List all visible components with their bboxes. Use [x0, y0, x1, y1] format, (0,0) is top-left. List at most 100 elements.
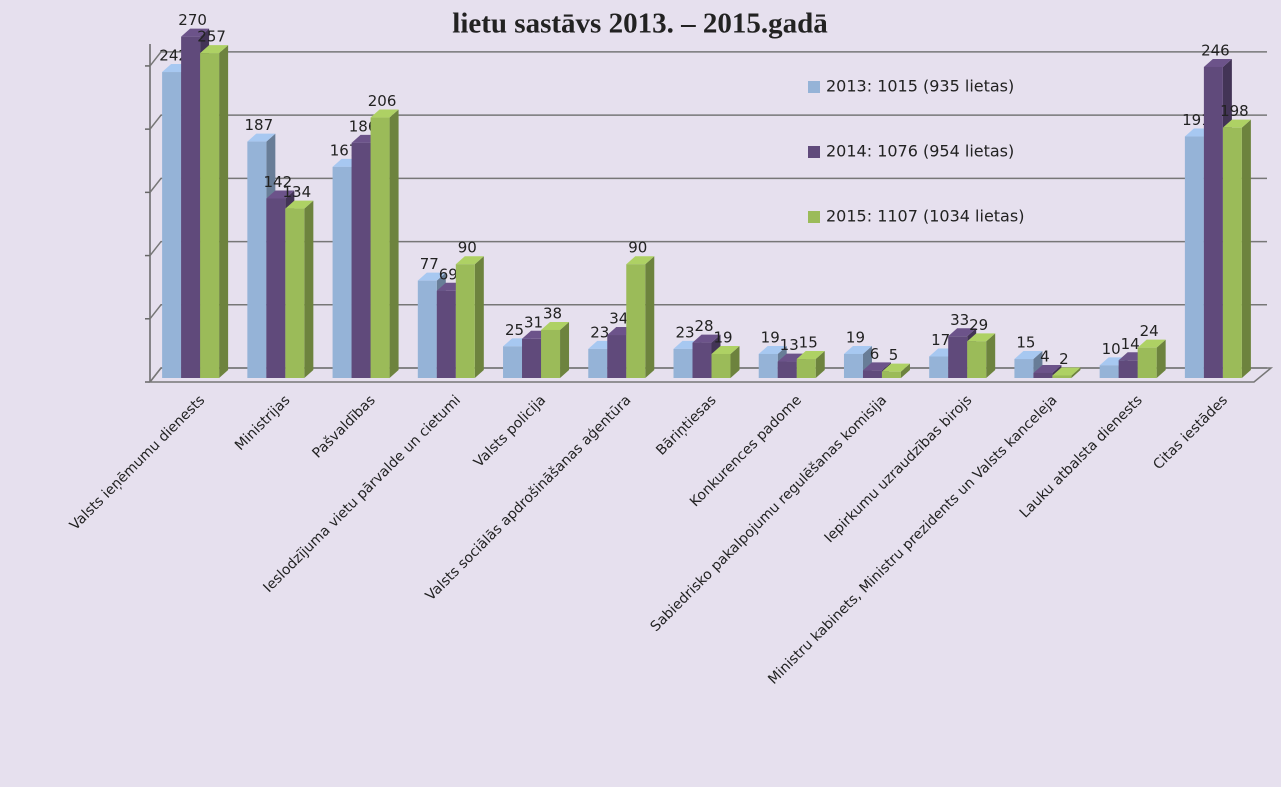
- data-label: 90: [458, 239, 477, 257]
- legend-swatch: [808, 81, 820, 93]
- data-label: 186: [349, 117, 378, 135]
- legend-label: 2014: 1076 (954 lietas): [826, 142, 1014, 161]
- bar-top: [881, 363, 910, 372]
- bar: [673, 348, 693, 378]
- data-label: 257: [197, 28, 226, 46]
- bar: [758, 353, 778, 378]
- bar-top: [1052, 367, 1081, 376]
- data-label: 167: [330, 141, 359, 159]
- data-label: 15: [1016, 334, 1035, 352]
- data-label: 6: [870, 345, 880, 363]
- bar: [285, 208, 305, 378]
- bar: [1137, 347, 1157, 378]
- x-tick-label: Citas iestādes: [1150, 392, 1231, 473]
- bar-side: [986, 333, 996, 378]
- grid-line: [149, 114, 1267, 130]
- bar-top: [948, 328, 977, 337]
- bar: [455, 264, 475, 378]
- bar-top: [541, 321, 570, 330]
- bar-top: [862, 362, 891, 371]
- legend-swatch: [808, 211, 820, 223]
- data-label: 242: [159, 47, 188, 65]
- bar-top: [200, 45, 229, 54]
- bar: [200, 53, 220, 378]
- bar-top: [1014, 351, 1043, 360]
- bar: [692, 342, 712, 378]
- bar: [967, 341, 987, 378]
- grid-line: [149, 177, 1267, 193]
- bar: [1099, 365, 1119, 378]
- bar-top: [417, 272, 446, 281]
- x-tick-label: Ministru kabinets, Ministru prezidents u…: [765, 392, 1060, 687]
- bar-top: [1033, 364, 1062, 373]
- bar: [436, 290, 456, 378]
- bar: [948, 336, 968, 378]
- bar-side: [1241, 119, 1251, 379]
- bar: [1203, 66, 1223, 378]
- bar: [607, 335, 627, 378]
- bar-side: [219, 45, 229, 378]
- x-tick-label: Ministrijas: [232, 392, 293, 453]
- bar: [881, 371, 901, 378]
- x-tick-label: Iepirkumu uzraudzības birojs: [822, 392, 976, 546]
- bar-top: [758, 345, 787, 354]
- data-label: 198: [1220, 102, 1249, 120]
- data-label: 25: [505, 321, 524, 339]
- data-label: 15: [799, 334, 818, 352]
- bar-top: [455, 256, 484, 265]
- data-label: 23: [590, 323, 609, 341]
- bar-side: [730, 345, 740, 378]
- data-label: 29: [969, 316, 988, 334]
- data-label: 23: [675, 323, 694, 341]
- bar-top: [181, 28, 210, 37]
- data-label: 13: [780, 336, 799, 354]
- bar: [588, 348, 608, 378]
- x-tick-label: Ieslodzījuma vietu pārvalde un cietumi: [260, 392, 464, 596]
- bar-side: [474, 256, 484, 378]
- bar-side: [1156, 339, 1166, 378]
- bar: [1184, 136, 1204, 378]
- bar-top: [266, 190, 295, 199]
- bar-top: [711, 345, 740, 354]
- legend-label: 2013: 1015 (935 lietas): [826, 77, 1014, 96]
- data-label: 17: [931, 331, 950, 349]
- bar: [843, 353, 863, 378]
- bar-top: [843, 345, 872, 354]
- grid-line: [149, 51, 1267, 67]
- bar: [541, 329, 561, 378]
- data-label: 28: [694, 317, 713, 335]
- x-tick-label: Bāriņtiesas: [653, 392, 719, 458]
- data-label: 246: [1201, 41, 1230, 59]
- bar-side: [389, 109, 399, 379]
- bar: [332, 166, 352, 378]
- bar: [711, 353, 731, 378]
- data-label: 4: [1040, 347, 1050, 365]
- bar: [247, 141, 267, 378]
- bar: [1052, 375, 1072, 378]
- bar: [1118, 360, 1138, 378]
- grid-line: [149, 240, 1267, 257]
- bar-top: [1203, 58, 1232, 67]
- bar: [796, 359, 816, 378]
- bar: [1033, 372, 1053, 378]
- data-label: 19: [713, 328, 732, 346]
- data-label: 34: [609, 310, 628, 328]
- bar-top: [692, 334, 721, 343]
- bar-top: [247, 133, 276, 142]
- bar-side: [815, 351, 825, 378]
- grid-line: [149, 304, 1267, 320]
- bar-side: [900, 363, 910, 378]
- legend-swatch: [808, 146, 820, 158]
- bar-side: [560, 321, 570, 378]
- bar: [162, 72, 182, 379]
- data-label: 10: [1102, 340, 1121, 358]
- floor: [148, 367, 1274, 383]
- bar: [351, 142, 371, 378]
- bar-side: [304, 200, 314, 378]
- data-label: 69: [439, 265, 458, 283]
- bar: [626, 264, 646, 378]
- bar: [417, 280, 437, 378]
- data-label: 206: [368, 92, 397, 110]
- bar: [777, 361, 797, 378]
- bar: [503, 346, 523, 378]
